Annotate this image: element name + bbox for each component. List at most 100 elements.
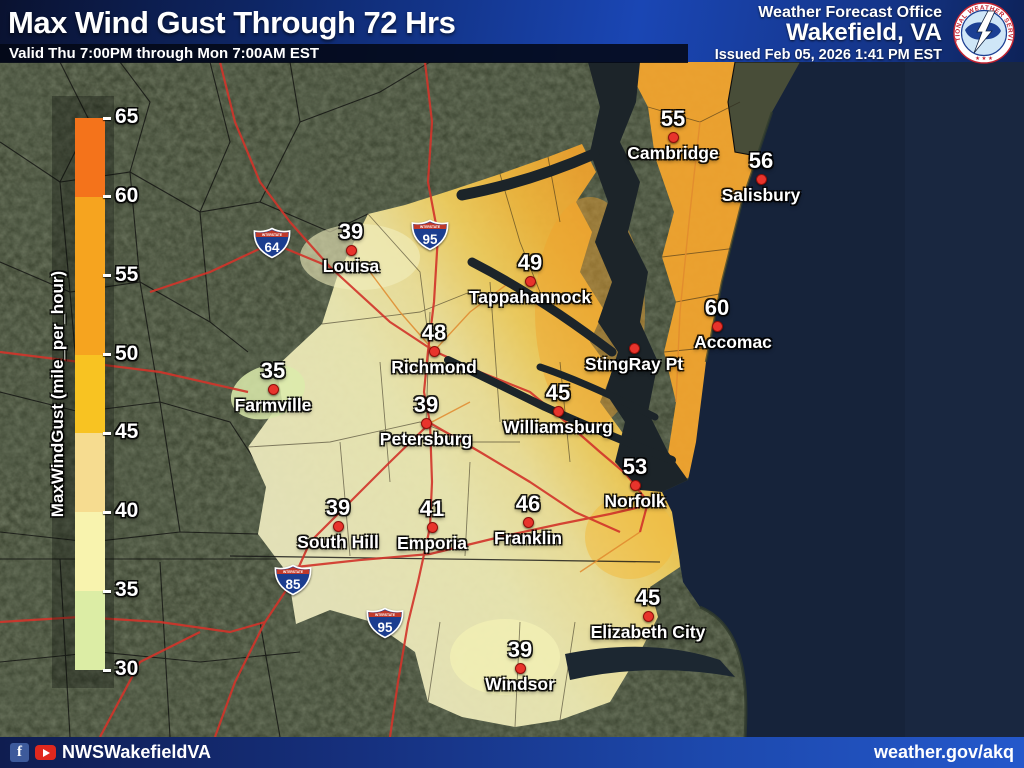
city-dot-icon [267,383,279,395]
legend-tick-label: 60 [115,183,139,207]
office-block: Weather Forecast Office Wakefield, VA Is… [715,4,942,64]
chesapeake-bay [588,62,688,492]
logo-stars: ★ ★ ★ [975,56,993,62]
legend-tick-label: 65 [115,105,139,128]
svg-text:INTERSTATE: INTERSTATE [375,613,396,617]
city-dot-icon [514,662,526,674]
interstate-shield-icon: INTERSTATE 95 [366,607,404,639]
albemarle-sound [565,646,735,680]
city-dot-icon [629,479,641,491]
city-dot-icon [711,320,723,332]
legend-tick-mark [103,431,111,435]
city-dot-icon [428,345,440,357]
svg-text:INTERSTATE: INTERSTATE [420,225,441,229]
gust-value: 49 [517,250,543,275]
svg-text:64: 64 [265,240,280,255]
legend-segment-30-35 [75,591,105,670]
legend-tick-mark [103,195,111,199]
city-dot-icon [524,275,536,287]
city-dot-icon [522,516,534,528]
rivers [444,148,676,464]
city-name: Elizabeth City [590,622,706,642]
gust-value: 55 [660,106,686,131]
city-dot-icon [426,521,438,533]
legend-title: MaxWindGust (mile_per_hour) [48,270,67,518]
city-name: StingRay Pt [584,354,684,374]
svg-text:95: 95 [423,232,438,247]
city-name: Richmond [391,357,477,377]
gust-value: 46 [515,491,541,516]
legend-tick-label: 30 [115,657,139,680]
gust-value: 39 [325,495,351,520]
legend-tick-mark [103,510,111,514]
legend-segment-45-50 [75,354,105,434]
interstate-shield-icon: INTERSTATE 95 [411,219,449,251]
city-dot-icon [642,610,654,622]
office-name: Wakefield, VA [785,19,942,46]
issued-timestamp: Issued Feb 05, 2026 1:41 PM EST [714,47,942,63]
map-base [0,62,1024,737]
legend-segment-60-65 [75,118,105,197]
gust-value: 56 [748,148,774,173]
gust-value: 60 [704,295,730,320]
legend-tick-label: 35 [115,578,139,602]
legend-segment-40-45 [75,433,105,513]
city-dot-icon [552,405,564,417]
page-title: Max Wind Gust Through 72 Hrs [8,5,456,40]
gust-value: 39 [507,637,533,662]
city-name: Tappahannock [468,287,592,307]
city-dot-icon [755,173,767,185]
city-name: Williamsburg [503,417,613,437]
legend-tick-mark [103,274,111,278]
legend-tick-label: 45 [115,420,139,444]
city-dot-icon [420,417,432,429]
interstate-shield-icon: INTERSTATE 85 [274,564,312,596]
valid-period-strip: Valid Thu 7:00PM through Mon 7:00AM EST [0,44,688,63]
office-label: Weather Forecast Office [758,4,942,21]
legend-tick-mark [103,589,111,593]
city-dot-icon [667,131,679,143]
gust-value: 48 [421,320,447,345]
facebook-icon: f [10,743,29,762]
nws-logo-icon: NATIONAL WEATHER SERVICE ★ ★ ★ [952,1,1015,64]
map-area: 55 Cambridge 56 Salisbury 39 Louisa 49 T… [0,62,1024,737]
city-dot-icon [628,342,640,354]
youtube-icon [35,745,56,760]
gust-value: 53 [622,454,648,479]
gust-value: 45 [545,380,571,405]
legend-tick-label: 55 [115,262,139,286]
svg-text:INTERSTATE: INTERSTATE [262,233,283,237]
city-name: Emporia [396,533,468,553]
legend-tick-label: 40 [115,499,139,523]
website-url: weather.gov/akq [873,742,1014,762]
svg-text:85: 85 [286,577,301,592]
legend-tick-mark [103,353,111,357]
city-name: Petersburg [379,429,473,449]
header-bar: Max Wind Gust Through 72 Hrs Weather For… [0,0,1024,64]
legend-bar [75,118,105,670]
city-name: South Hill [297,532,379,552]
city-name: Salisbury [721,185,801,205]
city-dot-icon [332,520,344,532]
secondary-roads [369,121,701,573]
city-name: Cambridge [627,143,719,163]
city-name: Norfolk [604,491,666,511]
gust-value: 39 [338,219,364,244]
gust-value: 45 [635,585,661,610]
legend-segment-35-40 [75,512,105,592]
gust-value: 39 [413,392,439,417]
legend-tick-label: 50 [115,341,139,365]
legend-segment-50-60 [75,196,105,355]
social-handle: NWSWakefieldVA [62,742,212,762]
svg-text:95: 95 [378,620,393,635]
legend-tick-mark [103,668,111,672]
svg-text:INTERSTATE: INTERSTATE [283,570,304,574]
footer-bar: f NWSWakefieldVA weather.gov/akq [0,737,1024,768]
city-name: Franklin [493,528,563,548]
legend-tick-mark [103,116,111,120]
city-name: Windsor [485,674,555,694]
gust-value: 41 [419,496,445,521]
interstate-shield-icon: INTERSTATE 64 [253,227,291,259]
city-name: Louisa [322,256,380,276]
